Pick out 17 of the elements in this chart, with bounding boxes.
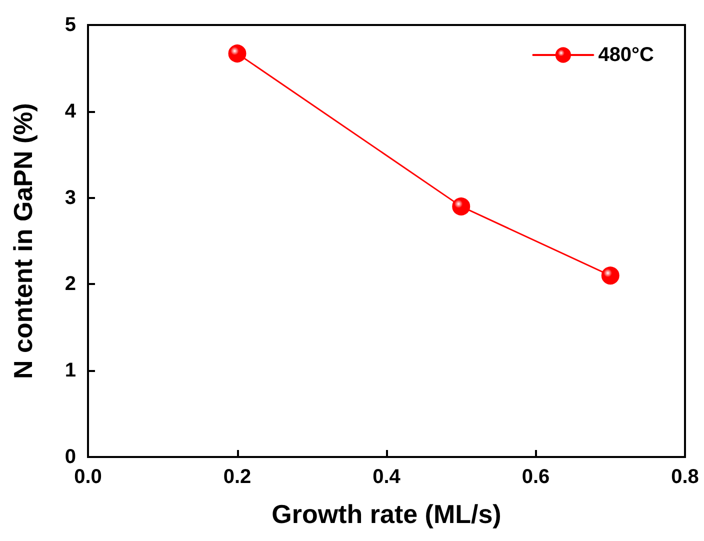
x-tick-label: 0.0 bbox=[74, 466, 102, 488]
x-tick-label: 0.6 bbox=[522, 466, 550, 488]
point bbox=[452, 197, 470, 216]
legend-label: 480°C bbox=[598, 44, 654, 66]
y-axis-title: N content in GaPN (%) bbox=[8, 103, 38, 379]
y-tick-label: 1 bbox=[64, 360, 76, 382]
x-tick-label: 0.8 bbox=[671, 466, 699, 488]
y-tick-label: 2 bbox=[64, 273, 76, 296]
point bbox=[228, 44, 246, 63]
point bbox=[601, 266, 620, 285]
y-tick-label: 5 bbox=[64, 14, 76, 36]
x-tick-label: 0.2 bbox=[223, 466, 252, 488]
y-tick-label: 4 bbox=[64, 100, 77, 122]
y-tick-label: 3 bbox=[64, 186, 76, 209]
x-tick-label: 0.4 bbox=[372, 466, 402, 488]
y-tick-label: 0 bbox=[64, 446, 76, 468]
x-axis-title: Growth rate (ML/s) bbox=[272, 499, 502, 529]
